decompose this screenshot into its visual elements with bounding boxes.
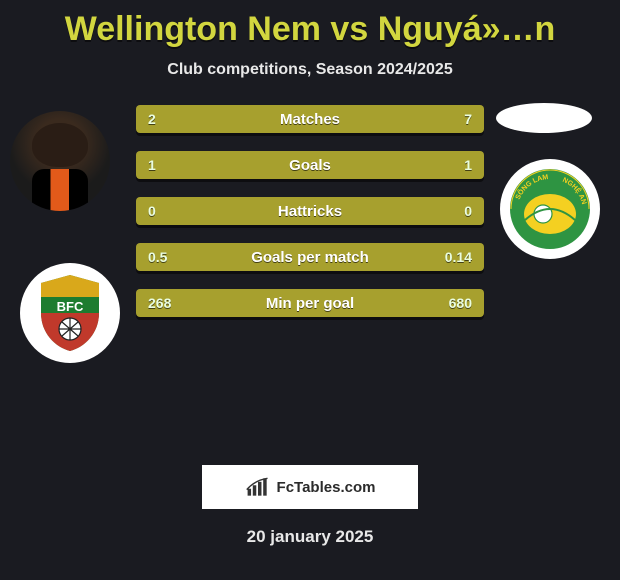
- generation-date: 20 january 2025: [0, 527, 620, 547]
- stat-left-value: 0: [148, 203, 156, 219]
- bar-chart-icon: [245, 476, 271, 498]
- stat-right-value: 7: [464, 111, 472, 127]
- stat-left-value: 268: [148, 295, 171, 311]
- stat-bar-min-per-goal: 268 Min per goal 680: [136, 289, 484, 317]
- page-title: Wellington Nem vs Nguyá»…n: [0, 0, 620, 49]
- player-left-avatar: [10, 111, 110, 211]
- stat-label: Matches: [280, 111, 340, 128]
- club-left-badge: BFC: [20, 263, 120, 363]
- page-subtitle: Club competitions, Season 2024/2025: [0, 61, 620, 79]
- stat-bar-hattricks: 0 Hattricks 0: [136, 197, 484, 225]
- stat-left-value: 0.5: [148, 249, 167, 265]
- stat-right-value: 680: [449, 295, 472, 311]
- stat-label: Goals: [289, 157, 331, 174]
- stat-label: Hattricks: [278, 203, 342, 220]
- club-left-badge-icon: BFC: [35, 273, 105, 353]
- stat-right-value: 0.14: [445, 249, 472, 265]
- stat-label: Goals per match: [251, 249, 369, 266]
- stat-left-value: 2: [148, 111, 156, 127]
- fctables-logo: FcTables.com: [202, 465, 418, 509]
- comparison-area: BFC SÔNG LAM NGHỆ AN 2 Matches 7 1 Goals 1 0 Ha…: [0, 111, 620, 411]
- svg-text:BFC: BFC: [57, 299, 84, 314]
- stat-label: Min per goal: [266, 295, 354, 312]
- stat-left-value: 1: [148, 157, 156, 173]
- fctables-logo-text: FcTables.com: [277, 479, 376, 496]
- stats-bars: 2 Matches 7 1 Goals 1 0 Hattricks 0 0.5 Goals per …: [136, 105, 484, 335]
- stat-bar-goals-per-match: 0.5 Goals per match 0.14: [136, 243, 484, 271]
- club-right-badge-icon: SÔNG LAM NGHỆ AN: [509, 168, 591, 250]
- club-right-badge: SÔNG LAM NGHỆ AN: [500, 159, 600, 259]
- stat-bar-goals: 1 Goals 1: [136, 151, 484, 179]
- player-right-avatar: [496, 103, 592, 133]
- stat-right-value: 1: [464, 157, 472, 173]
- stat-bar-matches: 2 Matches 7: [136, 105, 484, 133]
- stat-right-value: 0: [464, 203, 472, 219]
